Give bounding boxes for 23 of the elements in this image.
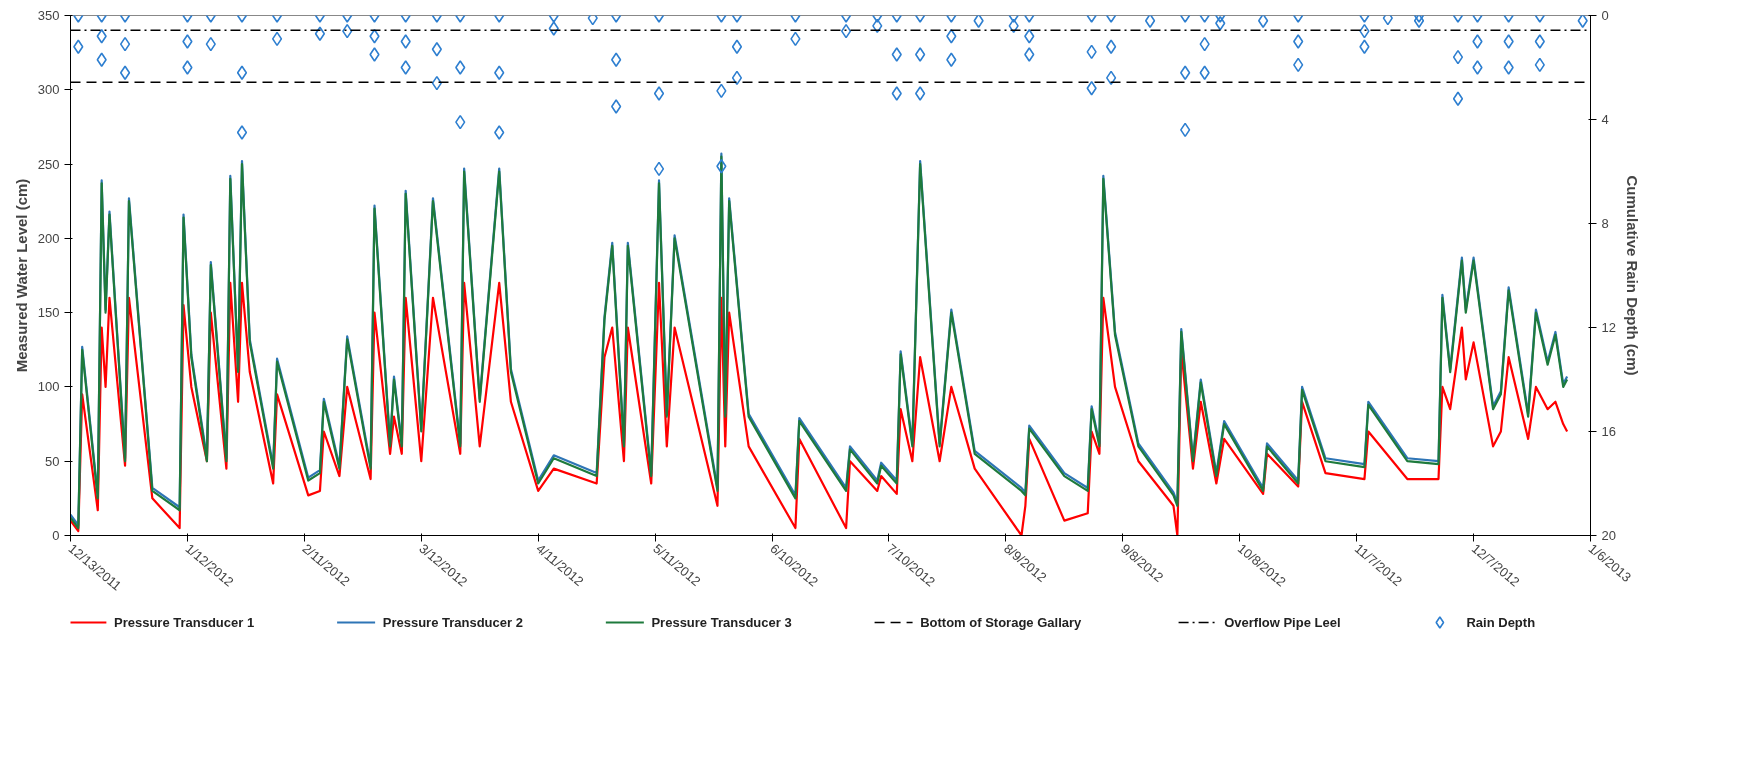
legend-label: Pressure Transducer 1 [113, 615, 255, 630]
y2-axis-title: Cumulative Rain Depth (cm) [1623, 175, 1641, 376]
legend-label: Pressure Transducer 2 [382, 615, 523, 630]
y2-tick-label: 4 [1601, 112, 1609, 127]
y-tick-label: 50 [45, 453, 60, 469]
legend-label: Pressure Transducer 3 [651, 615, 792, 630]
y2-tick-label: 12 [1601, 320, 1616, 335]
y-tick-label: 200 [37, 230, 60, 246]
y2-tick-label: 8 [1601, 216, 1609, 231]
y-tick-label: 250 [37, 156, 60, 172]
y2-tick-label: 16 [1601, 424, 1616, 439]
legend-label: Bottom of Storage Gallary [920, 615, 1083, 630]
y-tick-label: 100 [37, 379, 60, 395]
line-series [70, 281, 1569, 536]
y-tick-label: 0 [52, 528, 60, 543]
y-tick-label: 150 [37, 305, 60, 321]
y2-tick-label: 0 [1601, 8, 1609, 23]
legend-label: Overflow Pipe Leel [1224, 615, 1341, 630]
y2-tick-label: 20 [1601, 528, 1616, 543]
y-tick-label: 300 [37, 82, 60, 98]
legend-label: Rain Depth [1466, 615, 1536, 630]
y-tick-label: 350 [37, 8, 60, 23]
y-axis-title: Measured Water Level (cm) [12, 178, 30, 373]
